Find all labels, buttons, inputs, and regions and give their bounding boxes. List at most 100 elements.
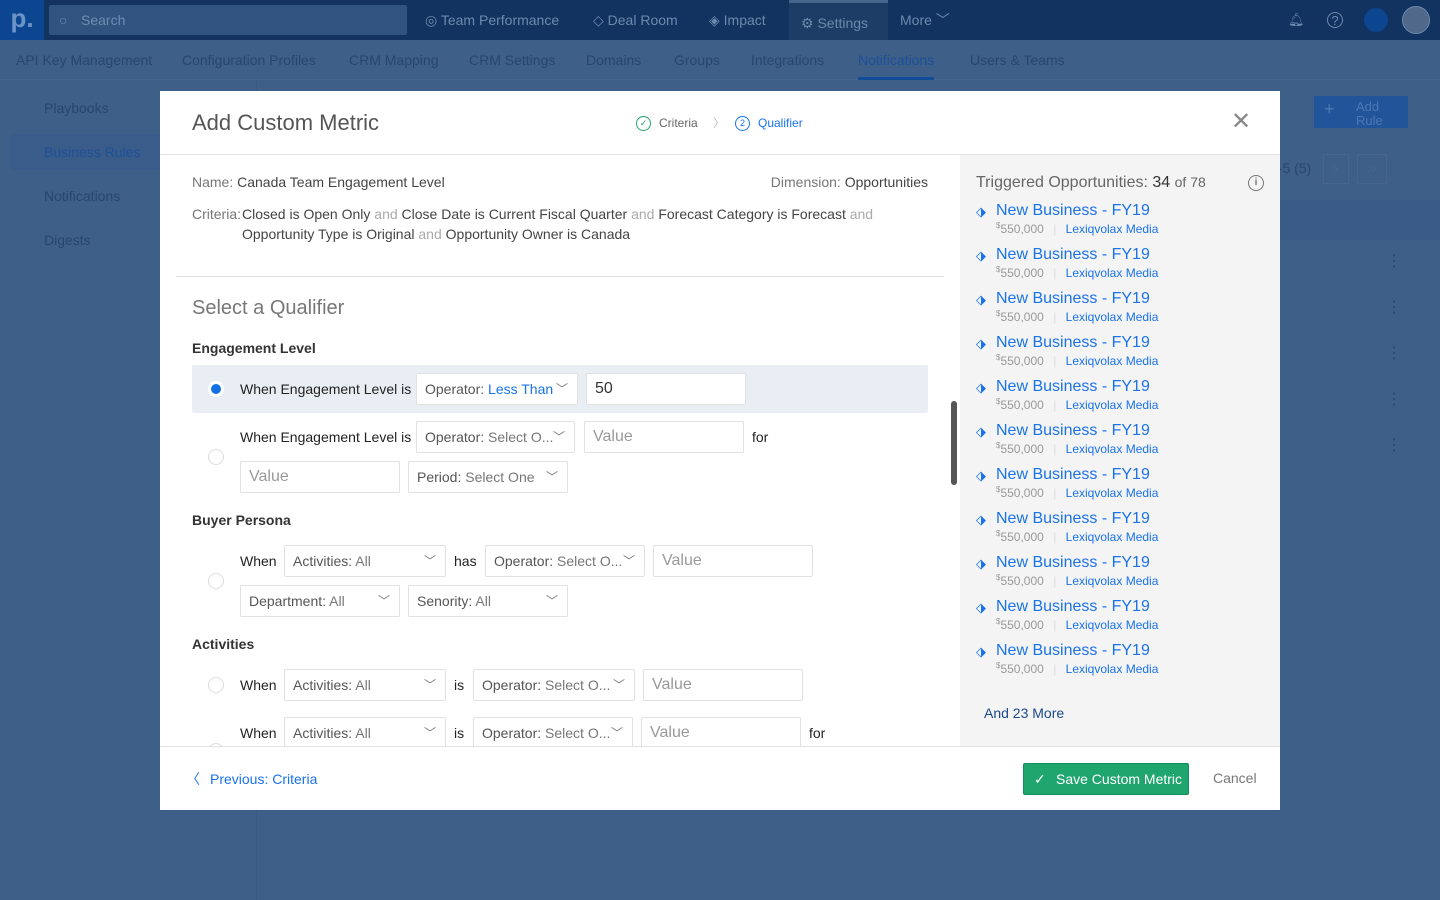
duration-value-input[interactable]: Value [240, 461, 400, 493]
radio-engagement-2[interactable] [208, 449, 224, 465]
opportunity-name[interactable]: New Business - FY19 [996, 202, 1150, 219]
close-icon[interactable]: ✕ [1230, 108, 1252, 135]
sidebar-item-playbooks[interactable]: Playbooks [44, 100, 109, 116]
account-link[interactable]: Lexiqvolax Media [1065, 618, 1159, 632]
tab-domains[interactable]: Domains [586, 52, 642, 68]
value-input[interactable]: Value [653, 545, 813, 577]
opportunity-item[interactable]: ⬗ New Business - FY19 $550,000 | Lexiqvol… [976, 290, 1159, 324]
opportunity-item[interactable]: ⬗ New Business - FY19 $550,000 | Lexiqvol… [976, 642, 1159, 676]
sidebar-item-business-rules[interactable]: Business Rules [10, 134, 160, 170]
more-icon[interactable]: ⋮ [1386, 345, 1402, 362]
radio-activities-1[interactable] [208, 677, 224, 693]
opportunity-item[interactable]: ⬗ New Business - FY19 $550,000 | Lexiqvol… [976, 510, 1159, 544]
opportunity-name[interactable]: New Business - FY19 [996, 422, 1150, 439]
period-select[interactable]: Period: Select One ﹀ [408, 461, 568, 493]
opportunity-name[interactable]: New Business - FY19 [996, 554, 1150, 571]
engagement-heading: Engagement Level [192, 340, 316, 356]
chat-icon[interactable] [1364, 8, 1388, 32]
operator-select[interactable]: Operator: Less Than ﹀ [416, 373, 578, 405]
nav-impact[interactable]: ◈ Impact [709, 12, 766, 28]
nav-more[interactable]: More ﹀ [900, 12, 950, 28]
sidebar-item-notifications[interactable]: Notifications [44, 188, 121, 204]
radio-engagement-1[interactable] [208, 381, 224, 397]
tab-crm-settings[interactable]: CRM Settings [469, 52, 556, 68]
department-select[interactable]: Department: All ﹀ [240, 585, 400, 617]
seniority-select[interactable]: Senority: All ﹀ [408, 585, 568, 617]
opportunity-item[interactable]: ⬗ New Business - FY19 $550,000 | Lexiqvol… [976, 334, 1159, 368]
opportunity-item[interactable]: ⬗ New Business - FY19 $550,000 | Lexiqvol… [976, 202, 1159, 236]
nav-deal-room[interactable]: ◇ Deal Room [593, 12, 678, 28]
opportunity-name[interactable]: New Business - FY19 [996, 642, 1150, 659]
scrollbar[interactable] [951, 401, 957, 485]
nav-team-performance[interactable]: ◎ Team Performance [425, 12, 560, 28]
save-custom-metric-button[interactable]: ✓ Save Custom Metric [1023, 763, 1189, 795]
activities-select[interactable]: Activities: All ﹀ [284, 717, 446, 746]
operator-select[interactable]: Operator: Select O... ﹀ [416, 421, 575, 453]
engagement-label: When Engagement Level is [240, 429, 412, 445]
opportunity-name[interactable]: New Business - FY19 [996, 598, 1150, 615]
tab-users-teams[interactable]: Users & Teams [970, 52, 1065, 68]
account-link[interactable]: Lexiqvolax Media [1065, 398, 1159, 412]
value-input[interactable]: Value [584, 421, 744, 453]
engagement-value-input[interactable]: 50 [586, 373, 746, 405]
opportunity-name[interactable]: New Business - FY19 [996, 466, 1150, 483]
last-page-button[interactable]: » [1357, 154, 1387, 184]
account-link[interactable]: Lexiqvolax Media [1065, 662, 1159, 676]
opportunity-name[interactable]: New Business - FY19 [996, 334, 1150, 351]
account-link[interactable]: Lexiqvolax Media [1065, 222, 1159, 236]
more-icon[interactable]: ⋮ [1386, 253, 1402, 270]
logo[interactable]: p. [0, 0, 44, 40]
opportunity-item[interactable]: ⬗ New Business - FY19 $550,000 | Lexiqvol… [976, 554, 1159, 588]
tab-crm-mapping[interactable]: CRM Mapping [349, 52, 439, 68]
value-input[interactable]: Value [643, 669, 803, 701]
opportunity-name[interactable]: New Business - FY19 [996, 510, 1150, 527]
opportunity-name[interactable]: New Business - FY19 [996, 290, 1150, 307]
radio-buyer-persona[interactable] [208, 573, 224, 589]
info-icon[interactable]: i [1248, 175, 1264, 191]
operator-select[interactable]: Operator: Select O... ﹀ [473, 669, 635, 701]
account-link[interactable]: Lexiqvolax Media [1065, 486, 1159, 500]
search-input[interactable]: ○ Search [49, 5, 407, 35]
step-criteria[interactable]: ✓ Criteria [636, 115, 698, 132]
more-icon[interactable]: ⋮ [1386, 391, 1402, 408]
account-link[interactable]: Lexiqvolax Media [1065, 530, 1159, 544]
more-icon[interactable]: ⋮ [1386, 299, 1402, 316]
activities-select[interactable]: Activities: All ﹀ [284, 545, 446, 577]
chevron-down-icon: ﹀ [555, 382, 568, 396]
opportunity-item[interactable]: ⬗ New Business - FY19 $550,000 | Lexiqvol… [976, 598, 1159, 632]
previous-button[interactable]: 〈 Previous: Criteria [186, 771, 318, 787]
tab-integrations[interactable]: Integrations [751, 52, 825, 68]
add-rule-button[interactable]: + Add Rule [1314, 96, 1408, 128]
opportunity-item[interactable]: ⬗ New Business - FY19 $550,000 | Lexiqvol… [976, 422, 1159, 456]
tab-configuration-profiles[interactable]: Configuration Profiles [182, 52, 316, 68]
opportunity-item[interactable]: ⬗ New Business - FY19 $550,000 | Lexiqvol… [976, 466, 1159, 500]
more-icon[interactable]: ⋮ [1386, 437, 1402, 454]
tab-api-key-management[interactable]: API Key Management [16, 52, 153, 68]
account-link[interactable]: Lexiqvolax Media [1065, 266, 1159, 280]
opportunity-amount: 550,000 [1000, 442, 1044, 456]
avatar[interactable] [1402, 6, 1430, 34]
cancel-button[interactable]: Cancel [1213, 770, 1257, 786]
operator-select[interactable]: Operator: Select O... ﹀ [485, 545, 645, 577]
bell-icon[interactable]: 🔔︎ [1288, 12, 1305, 27]
sidebar-item-digests[interactable]: Digests [44, 232, 91, 248]
account-link[interactable]: Lexiqvolax Media [1065, 574, 1159, 588]
step-qualifier[interactable]: 2 Qualifier [735, 115, 803, 132]
and-more-link[interactable]: And 23 More [984, 705, 1065, 721]
opportunity-name[interactable]: New Business - FY19 [996, 246, 1150, 263]
tab-notifications[interactable]: Notifications [858, 40, 935, 80]
account-link[interactable]: Lexiqvolax Media [1065, 310, 1159, 324]
value-input[interactable]: Value [641, 717, 801, 746]
account-link[interactable]: Lexiqvolax Media [1065, 354, 1159, 368]
buyer-persona-heading: Buyer Persona [192, 512, 291, 528]
help-icon[interactable]: ? [1327, 12, 1343, 28]
operator-select[interactable]: Operator: Select O... ﹀ [473, 717, 633, 746]
nav-settings[interactable]: ⚙ Settings [789, 0, 888, 40]
next-page-button[interactable]: › [1323, 154, 1349, 184]
opportunity-name[interactable]: New Business - FY19 [996, 378, 1150, 395]
account-link[interactable]: Lexiqvolax Media [1065, 442, 1159, 456]
tab-groups[interactable]: Groups [674, 52, 720, 68]
opportunity-item[interactable]: ⬗ New Business - FY19 $550,000 | Lexiqvol… [976, 246, 1159, 280]
activities-select[interactable]: Activities: All ﹀ [284, 669, 446, 701]
opportunity-item[interactable]: ⬗ New Business - FY19 $550,000 | Lexiqvol… [976, 378, 1159, 412]
